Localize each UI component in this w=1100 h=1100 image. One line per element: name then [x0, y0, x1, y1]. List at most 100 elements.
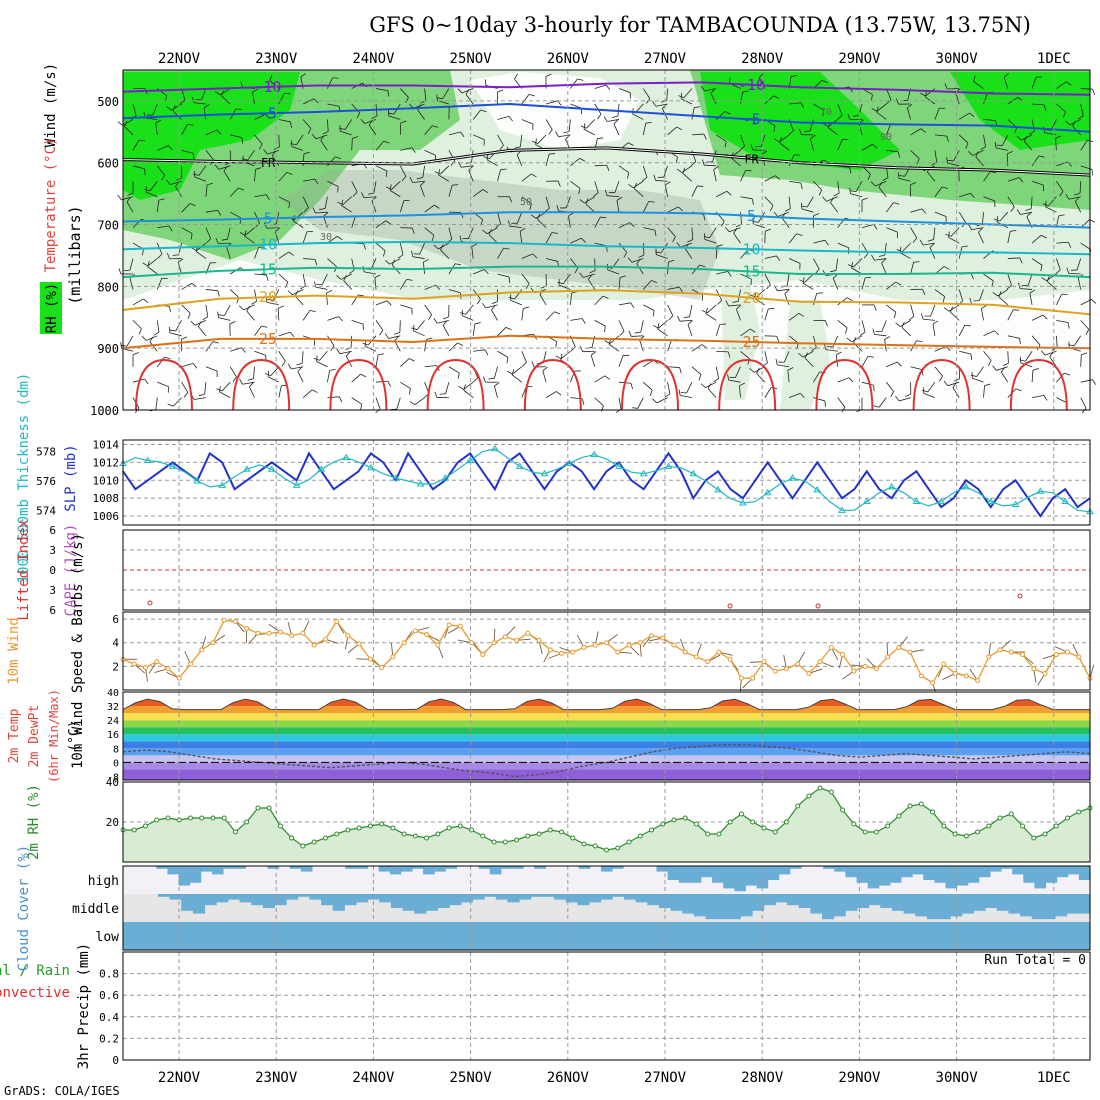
- wind-barb-flag: [600, 216, 607, 219]
- wind-barb: [735, 366, 741, 378]
- wind-barb-flag: [579, 157, 586, 162]
- rh2m-marker: [637, 833, 643, 839]
- wind-barb: [861, 277, 866, 290]
- cloud-bar: [239, 894, 252, 903]
- y-tick-label: 8: [113, 744, 119, 755]
- wind-barb-flag: [214, 164, 220, 170]
- wind-barb-flag: [1010, 206, 1015, 212]
- wind-barb: [885, 381, 895, 392]
- wind-speed-marker: [547, 647, 553, 653]
- thickness-marker: [1036, 487, 1045, 494]
- wind-barb: [837, 377, 849, 383]
- wind-speed-marker: [873, 666, 879, 672]
- wind-barb-flag: [432, 125, 438, 128]
- wind-speed-marker: [997, 647, 1003, 653]
- contour-label: -10: [255, 78, 282, 96]
- rh2m-marker: [232, 829, 238, 835]
- wind-speed-marker: [491, 640, 497, 646]
- wind-barb: [927, 381, 936, 393]
- wind-barb: [996, 366, 1008, 371]
- rh2m-marker: [941, 823, 947, 829]
- wind-barb: [861, 320, 866, 333]
- wind-barb-flag: [221, 238, 228, 241]
- wind-barb-flag: [217, 311, 219, 318]
- wind-barb-flag: [247, 378, 254, 381]
- cloud-bar: [775, 894, 788, 903]
- wind-barb: [419, 242, 425, 255]
- wind-barb: [254, 289, 257, 302]
- wind-barb: [853, 258, 863, 268]
- wind-speed-marker: [536, 637, 542, 643]
- wind-barb: [642, 243, 645, 256]
- wind-barb: [777, 364, 790, 368]
- wind-barb: [389, 258, 401, 265]
- contour-label: 25: [259, 330, 277, 348]
- temp-contour-30: [135, 358, 193, 411]
- wind-barb-flag: [1081, 352, 1088, 356]
- wind-barb: [521, 308, 524, 321]
- wind-barb: [545, 119, 553, 130]
- cloud-bar: [867, 866, 880, 889]
- wind-barb-flag: [271, 150, 277, 156]
- thickness-marker: [466, 456, 475, 464]
- wind-barb-flag: [127, 192, 134, 196]
- cloud-bar: [332, 894, 345, 911]
- panel-frame: [122, 439, 1091, 526]
- wind-barb-flag: [303, 207, 309, 213]
- thickness-marker: [763, 488, 772, 496]
- wind-speed-marker: [862, 663, 868, 669]
- wind-barb-flag: [508, 220, 511, 227]
- rh2m-marker: [772, 829, 778, 835]
- wind-barb: [132, 298, 144, 306]
- wind-barb-flag: [907, 103, 913, 109]
- wind-barb: [155, 122, 158, 135]
- wind-barb: [754, 298, 766, 306]
- wind-barb: [229, 366, 237, 378]
- wind-barb-flag: [166, 253, 170, 259]
- wind-barb-flag: [232, 376, 237, 382]
- wind-barb-flag: [942, 296, 945, 303]
- thickness-marker: [491, 444, 499, 452]
- wind-barb: [680, 242, 693, 248]
- y-tick-label: 0.6: [99, 989, 119, 1002]
- wind-barb-flag: [724, 141, 727, 148]
- wind-speed-marker: [300, 630, 306, 636]
- cloud-bar: [903, 894, 916, 914]
- wind-barb-flag: [1042, 314, 1048, 320]
- wind-barb-flag: [198, 321, 202, 327]
- wind-barb-flag: [882, 177, 889, 181]
- contour-label: 15: [259, 260, 277, 278]
- wind-barb-flag: [387, 90, 390, 97]
- wind-barb: [155, 397, 158, 410]
- wind-barb-flag: [895, 395, 900, 402]
- wind-barb-flag: [668, 315, 674, 321]
- wind-barb-flag: [164, 356, 171, 360]
- wind-barb: [691, 227, 694, 240]
- wind-barb: [781, 217, 790, 228]
- rh2m-marker: [907, 803, 913, 809]
- wind-barb: [343, 280, 352, 290]
- wind-barb-flag: [896, 249, 903, 253]
- wind-barb: [850, 193, 863, 198]
- wind-barb: [705, 313, 717, 321]
- wind-barb-flag: [990, 171, 997, 174]
- wind-barb-flag: [790, 75, 797, 78]
- wind-barb: [788, 233, 797, 244]
- wind-barb-flag: [289, 331, 295, 338]
- wind-barb-flag: [1010, 229, 1017, 232]
- wind-barb-flag: [554, 311, 561, 315]
- cloud-bar: [700, 866, 713, 878]
- y-tick-label-left: 576: [36, 475, 56, 488]
- rh2m-marker: [626, 839, 632, 845]
- wind-barb: [739, 385, 741, 398]
- y-tick-label: 3: [49, 584, 56, 597]
- wind-barb: [327, 180, 339, 187]
- wind-barb: [655, 180, 668, 182]
- wind-barb: [813, 239, 826, 244]
- wind-barb: [637, 397, 644, 409]
- wind-barb-flag: [871, 94, 873, 101]
- wind-barb: [837, 181, 840, 194]
- cloud-bar: [234, 866, 246, 869]
- wind-barb: [152, 103, 158, 116]
- cloud-bar: [868, 894, 881, 906]
